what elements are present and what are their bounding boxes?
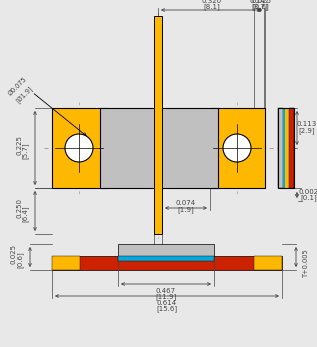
Text: [1.9]: [1.9] (178, 206, 194, 213)
Text: 0.074: 0.074 (176, 200, 196, 206)
Bar (118, 244, 214, 256)
Bar (118, 256, 214, 261)
Bar (254, 256, 282, 270)
Text: 0.320: 0.320 (201, 0, 222, 4)
Bar (285, 108, 289, 188)
Text: T+0.005: T+0.005 (303, 248, 309, 277)
Text: [6.4]: [6.4] (22, 206, 29, 222)
Text: [15.6]: [15.6] (156, 306, 178, 312)
Text: Ø0.075: Ø0.075 (7, 76, 28, 96)
Text: [0.6]: [0.6] (16, 252, 23, 268)
Circle shape (65, 134, 93, 162)
Bar (52, 108, 107, 188)
Text: 0.147: 0.147 (249, 0, 269, 4)
Bar (210, 108, 265, 188)
Bar (100, 108, 218, 188)
Text: [0.1]: [0.1] (301, 195, 317, 201)
Text: 0.250: 0.250 (16, 198, 22, 218)
Bar (278, 108, 283, 188)
Text: 0.467: 0.467 (156, 288, 176, 294)
Text: 0.614: 0.614 (157, 300, 177, 306)
Text: [8.1]: [8.1] (203, 3, 220, 10)
Text: [11.9]: [11.9] (155, 294, 177, 301)
Text: 0.002: 0.002 (299, 189, 317, 195)
Text: [Ø1.9]: [Ø1.9] (14, 84, 34, 104)
Text: 0.025: 0.025 (118, 245, 138, 251)
Text: [0.6]: [0.6] (120, 252, 136, 259)
Text: 0.225: 0.225 (16, 135, 22, 155)
Text: [2.9]: [2.9] (299, 128, 315, 134)
Text: 0.025: 0.025 (11, 244, 17, 264)
Circle shape (223, 134, 251, 162)
Bar (289, 108, 294, 188)
Text: [3.7]: [3.7] (251, 3, 268, 10)
Text: 0.025: 0.025 (251, 0, 271, 4)
Bar (154, 16, 162, 234)
Text: [0.6]: [0.6] (253, 3, 269, 10)
Text: [5.7]: [5.7] (22, 143, 29, 159)
Bar (52, 256, 282, 270)
Bar (283, 108, 285, 188)
Bar (278, 108, 294, 188)
Text: 0.113: 0.113 (297, 121, 317, 127)
Bar (52, 256, 80, 270)
